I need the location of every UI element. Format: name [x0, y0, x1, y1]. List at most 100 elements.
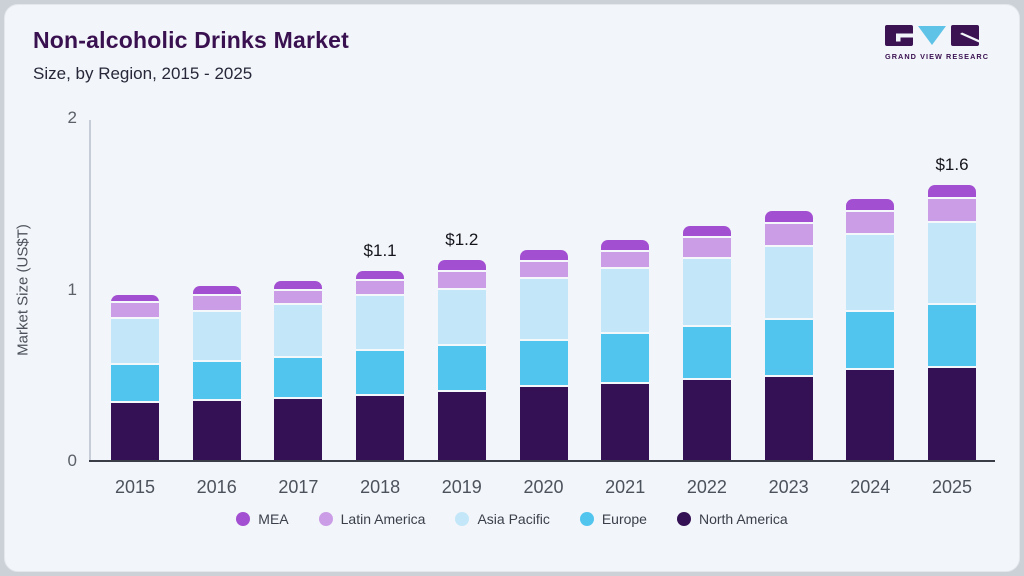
bar-2024-segment-mea [846, 198, 895, 213]
legend-label-europe: Europe [601, 511, 647, 527]
bar-2025-segment-asia-pacific [928, 222, 976, 305]
bar-2025-segment-latin-america [928, 198, 976, 223]
bar-2023-segment-north-america [764, 376, 813, 461]
bar-2018-segment-asia-pacific [356, 296, 405, 352]
legend-label-mea: MEA [258, 511, 289, 527]
bar-2020-segment-europe [519, 340, 568, 388]
bar-2024-segment-north-america [846, 370, 895, 461]
y-tick-label-1: 1 [67, 279, 77, 299]
bar-2018-segment-europe [356, 351, 405, 396]
bar-total-label-2019: $1.2 [445, 230, 479, 250]
bar-2020-segment-asia-pacific [519, 279, 568, 341]
bar-2023-segment-latin-america [764, 224, 813, 247]
bar-2017-segment-europe [274, 358, 323, 400]
legend-item-asia-pacific: Asia Pacific [455, 511, 550, 527]
bar-2018-segment-mea [356, 270, 405, 281]
bar-2017-segment-asia-pacific [274, 304, 323, 359]
x-tick-label-2024: 2024 [850, 477, 891, 497]
legend-label-north-america: North America [698, 511, 788, 527]
bar-2022-segment-europe [682, 327, 731, 381]
x-tick-label-2025: 2025 [931, 477, 973, 497]
bar-2015-segment-north-america [111, 402, 159, 461]
bar-2015-segment-europe [111, 364, 159, 403]
bar-2025 [928, 184, 976, 461]
legend-item-latin-america: Latin America [318, 511, 426, 527]
x-tick-label-2015: 2015 [114, 477, 156, 497]
bar-2018-segment-north-america [356, 395, 405, 461]
bar-2023 [764, 210, 813, 461]
bar-2019 [437, 260, 486, 461]
bar-2025-segment-europe [928, 304, 976, 369]
bar-2018 [356, 270, 405, 461]
bar-2022 [682, 226, 731, 461]
brand-logo: GRAND VIEW RESEARCH [883, 23, 994, 68]
legend: MEA Latin America Asia Pacific Europe North … [5, 511, 1019, 527]
bar-2022-segment-asia-pacific [682, 258, 731, 328]
bar-2022-segment-latin-america [682, 238, 731, 259]
bar-2016 [192, 286, 241, 461]
bar-2021-segment-north-america [601, 383, 650, 461]
x-tick-label-2019: 2019 [441, 477, 482, 497]
y-tick-label-2: 2 [67, 108, 77, 127]
bar-2019-segment-north-america [437, 392, 486, 461]
x-tick-label-2017: 2017 [278, 477, 319, 497]
bar-2024-segment-latin-america [846, 212, 895, 235]
bar-2017-segment-north-america [274, 399, 323, 461]
legend-dot-asia-pacific [455, 512, 470, 526]
bar-2015 [111, 294, 159, 461]
y-tick-label-0: 0 [67, 451, 77, 470]
y-axis-line [89, 120, 91, 461]
gvr-logo-icon: GRAND VIEW RESEARCH [885, 25, 994, 61]
page-title: Non-alcoholic Drinks Market [33, 27, 349, 53]
bar-2020-segment-latin-america [519, 262, 568, 280]
bar-2023-segment-mea [764, 210, 813, 225]
legend-dot-europe [579, 512, 594, 526]
bar-2017-segment-mea [274, 280, 323, 292]
bar-2019-segment-mea [437, 260, 486, 273]
chart-card: Non-alcoholic Drinks Market Size, by Reg… [4, 4, 1020, 572]
bar-2021-segment-asia-pacific [601, 268, 650, 335]
bar-2021-segment-latin-america [601, 251, 650, 269]
legend-label-asia-pacific: Asia Pacific [477, 511, 550, 527]
bar-2024-segment-europe [846, 311, 895, 371]
legend-item-north-america: North America [676, 511, 788, 527]
bar-2016-segment-latin-america [192, 296, 241, 312]
x-tick-label-2016: 2016 [196, 477, 237, 497]
x-tick-label-2020: 2020 [523, 477, 564, 497]
bar-2024 [846, 198, 895, 461]
x-tick-label-2018: 2018 [360, 477, 401, 497]
page-subtitle: Size, by Region, 2015 - 2025 [33, 64, 253, 83]
bar-2016-segment-mea [192, 286, 241, 297]
bar-2018-segment-latin-america [356, 280, 405, 297]
bar-2019-segment-europe [437, 346, 486, 393]
bar-2024-segment-asia-pacific [846, 234, 895, 312]
bar-2021 [601, 239, 650, 461]
legend-dot-north-america [676, 512, 691, 526]
bar-2020 [519, 250, 568, 461]
brand-name: GRAND VIEW RESEARCH [885, 52, 989, 61]
bar-total-label-2025: $1.6 [935, 154, 969, 174]
x-axis-line [89, 460, 995, 462]
bar-2015-segment-latin-america [111, 303, 159, 319]
bar-2022-segment-north-america [682, 380, 731, 461]
bar-2025-segment-north-america [928, 368, 976, 461]
bar-2020-segment-mea [519, 250, 568, 263]
x-tick-label-2022: 2022 [686, 477, 727, 497]
plot-area: Market Size (US$T) 0 1 2 2015 2016 2017 2018 $1… [15, 108, 995, 497]
bar-2015-segment-mea [111, 294, 159, 304]
bar-2023-segment-asia-pacific [764, 246, 813, 321]
bar-2020-segment-north-america [519, 387, 568, 461]
legend-dot-latin-america [318, 512, 333, 526]
bar-2017-segment-latin-america [274, 291, 323, 305]
bar-2021-segment-europe [601, 334, 650, 384]
legend-label-latin-america: Latin America [340, 511, 426, 527]
bar-2023-segment-europe [764, 320, 813, 377]
bar-2016-segment-asia-pacific [192, 311, 241, 362]
legend-item-europe: Europe [579, 511, 647, 527]
legend-dot-mea [236, 512, 251, 526]
bar-2021-segment-mea [601, 239, 650, 252]
x-tick-label-2023: 2023 [768, 477, 809, 497]
bar-2017 [274, 280, 323, 461]
bar-2019-segment-asia-pacific [437, 289, 486, 347]
bar-2016-segment-north-america [192, 400, 241, 461]
